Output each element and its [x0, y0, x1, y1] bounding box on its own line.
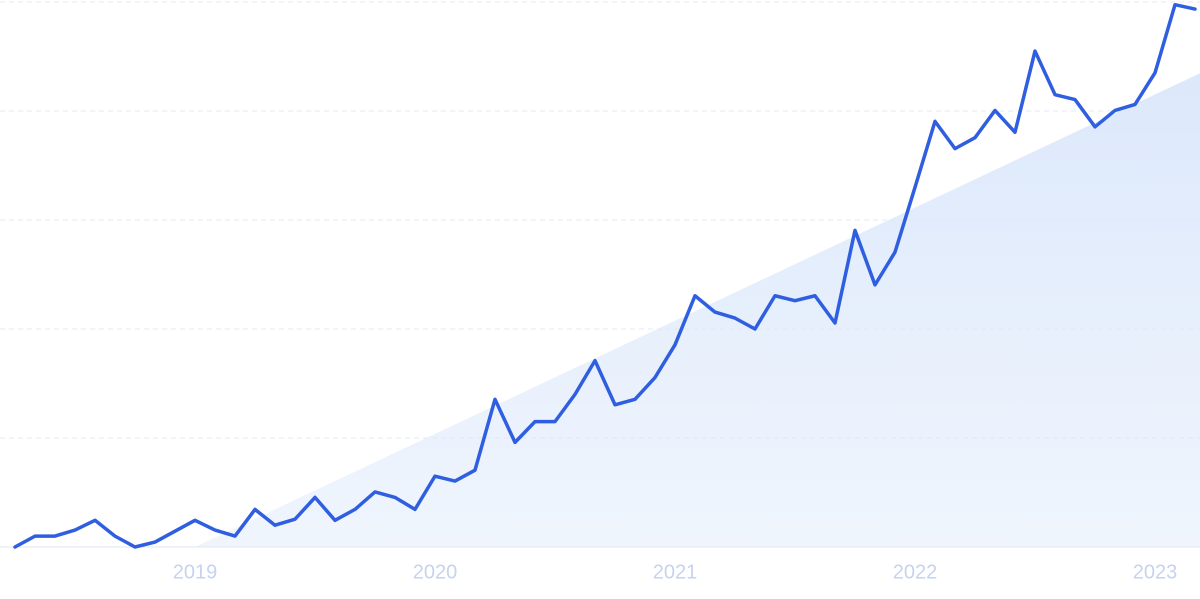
x-tick-label: 2019	[173, 561, 218, 583]
x-tick-label: 2023	[1133, 561, 1178, 583]
x-tick-label: 2021	[653, 561, 698, 583]
x-tick-label: 2020	[413, 561, 458, 583]
x-tick-label: 2022	[893, 561, 938, 583]
trend-area	[195, 73, 1200, 548]
line	[13, 2, 1197, 549]
